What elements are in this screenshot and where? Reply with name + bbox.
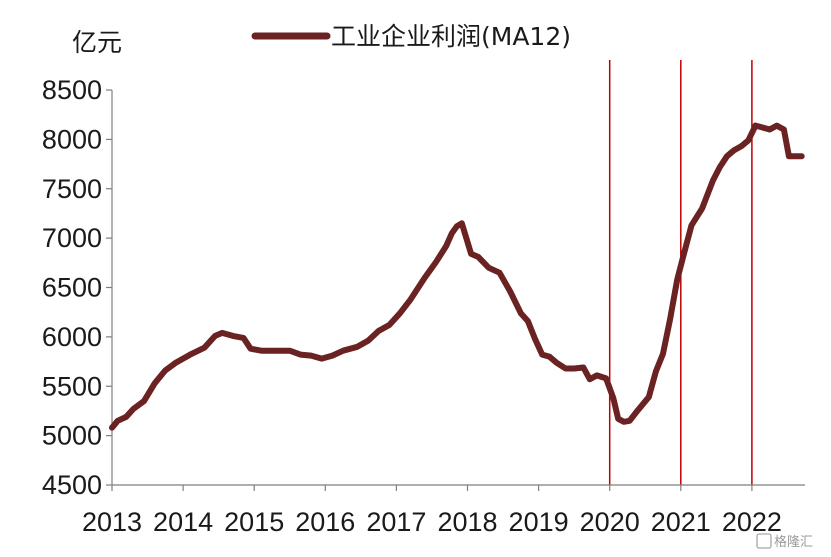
y-axis-unit-label: 亿元 — [72, 28, 122, 57]
x-tick-label: 2020 — [580, 507, 640, 537]
x-axis-ticks: 2013 2014 2015 2016 2017 2018 2019 2020 2021 2022 — [82, 485, 782, 537]
x-tick-label: 2018 — [437, 507, 497, 537]
y-tick-label: 4500 — [42, 470, 102, 500]
legend: 工业企业利润(MA12) — [251, 22, 571, 51]
legend-label: 工业企业利润(MA12) — [331, 22, 571, 51]
watermark-logo-icon — [756, 533, 772, 549]
x-tick-label: 2022 — [722, 507, 782, 537]
x-tick-label: 2015 — [224, 507, 284, 537]
x-tick-label: 2013 — [82, 507, 142, 537]
watermark-text: 格隆汇 — [774, 534, 813, 550]
y-tick-label: 5500 — [42, 371, 102, 401]
x-tick-label: 2016 — [295, 507, 355, 537]
y-tick-label: 8000 — [42, 124, 102, 154]
y-tick-label: 7500 — [42, 174, 102, 204]
x-tick-label: 2019 — [509, 507, 569, 537]
watermark: 格隆汇 — [756, 533, 813, 550]
y-tick-label: 6500 — [42, 273, 102, 303]
x-tick-label: 2021 — [651, 507, 711, 537]
y-tick-label: 7000 — [42, 223, 102, 253]
x-tick-label: 2014 — [153, 507, 213, 537]
y-axis-ticks: 4500 5000 5500 6000 6500 7000 7500 8000 8500 — [42, 75, 112, 500]
series-line-profit-ma12 — [109, 122, 805, 431]
y-tick-label: 6000 — [42, 322, 102, 352]
y-tick-label: 5000 — [42, 421, 102, 451]
x-tick-label: 2017 — [366, 507, 426, 537]
y-tick-label: 8500 — [42, 75, 102, 105]
